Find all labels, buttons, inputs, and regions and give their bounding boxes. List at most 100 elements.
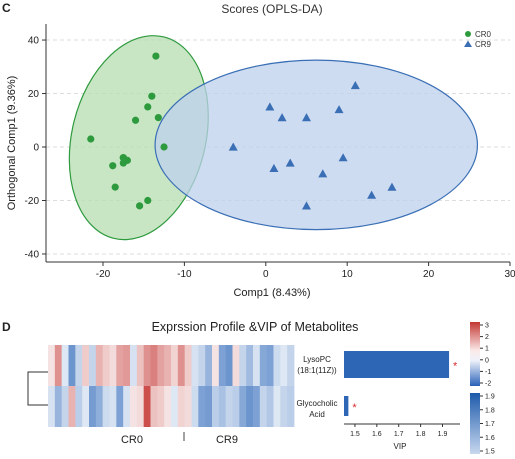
y-tick-label-3: 20 <box>28 89 40 100</box>
heatmap-cell-r1-c20 <box>184 386 192 427</box>
x-tick-label-2: 0 <box>263 269 269 280</box>
point-cr9-10 <box>367 190 377 199</box>
vip-tick-label-4: 1.9 <box>438 431 448 438</box>
heatmap-cell-r0-c2 <box>61 345 69 386</box>
heatmap-cell-r1-c6 <box>89 386 97 427</box>
heatmap-cell-r1-c5 <box>82 386 90 427</box>
scatter-x-ticks: -20 -10 0 10 20 30 <box>96 262 515 280</box>
heatmap-cell-r0-c16 <box>157 345 165 386</box>
heatmap-cell-r0-c0 <box>48 345 56 386</box>
expression-colorbar-tick-label-2: 1 <box>485 346 489 353</box>
point-cr0-5 <box>160 143 168 151</box>
heatmap-cell-r0-c18 <box>171 345 179 386</box>
vip-colorbar-tick-label-1: 1.8 <box>485 407 495 414</box>
heatmap-cell-r1-c13 <box>136 386 145 427</box>
heatmap-cell-r0-c32 <box>266 345 274 386</box>
vip-colorbar-tick-label-2: 1.7 <box>485 421 495 428</box>
heatmap-cell-r1-c35 <box>287 386 295 427</box>
heatmap-cell-r0-c19 <box>177 345 186 386</box>
legend-cr9-marker <box>464 40 472 47</box>
heatmap-cell-r0-c27 <box>232 345 240 386</box>
scatter-title: Scores (OPLS-DA) <box>221 2 322 16</box>
heatmap-cell-r0-c21 <box>191 345 199 386</box>
scatter-legend: CR0 CR9 <box>464 30 492 49</box>
heatmap-cell-r0-c12 <box>130 345 138 386</box>
scatter-y-ticks: -40 -20 0 20 40 <box>25 36 46 260</box>
heatmap-cell-r1-c26 <box>225 386 233 427</box>
heatmap-cell-r1-c2 <box>61 386 69 427</box>
panel-label-d: D <box>2 320 11 334</box>
heatmap-cell-r1-c14 <box>143 386 151 427</box>
group-label-cr0: CR0 <box>121 434 143 446</box>
point-cr0-10 <box>109 162 117 170</box>
heatmap-cell-r0-c14 <box>143 345 151 386</box>
heatmap-cell-r0-c29 <box>246 345 254 386</box>
row-label-glycocholic: Glycocholic Acid <box>297 399 338 419</box>
legend-cr0-label: CR0 <box>475 30 492 39</box>
x-tick-label-1: -10 <box>177 269 192 280</box>
point-cr9-2 <box>277 113 287 122</box>
expression-colorbar-gradient <box>470 322 480 386</box>
point-cr0-1 <box>148 92 156 100</box>
confidence-ellipse-cr9 <box>154 59 479 231</box>
heatmap <box>48 345 295 427</box>
vip-bar-0 <box>344 351 450 378</box>
panel-label-c: C <box>2 1 11 15</box>
point-cr0-2 <box>154 113 162 122</box>
heatmap-cell-r0-c4 <box>75 345 83 386</box>
vip-tick-label-1: 1.6 <box>372 431 382 438</box>
point-cr9-4 <box>334 105 344 114</box>
heatmap-cell-r1-c16 <box>157 386 165 427</box>
point-cr9-7 <box>269 163 279 173</box>
x-tick-label-3: 10 <box>342 269 354 280</box>
row-label-glycocholic-line1: Glycocholic <box>297 399 338 408</box>
heatmap-cell-r1-c22 <box>198 386 206 427</box>
point-cr9-0 <box>350 81 360 90</box>
point-cr0-0 <box>152 52 160 60</box>
legend-cr9-label: CR9 <box>475 40 492 49</box>
legend-cr0-marker <box>465 31 471 37</box>
heatmap-cell-r1-c23 <box>205 386 213 427</box>
heatmap-cell-r1-c34 <box>280 386 288 427</box>
scatter-y-axis-label: Orthogonal Comp1 (9.36%) <box>6 76 18 211</box>
heatmap-cell-r1-c24 <box>212 386 220 427</box>
point-cr9-6 <box>338 153 348 162</box>
heatmap-cell-r0-c23 <box>205 345 213 386</box>
group-label-cr9: CR9 <box>216 434 238 446</box>
heatmap-cell-r0-c3 <box>68 345 76 386</box>
heatmap-cell-r1-c8 <box>102 386 110 427</box>
scatter-axes <box>45 24 510 263</box>
heatmap-cell-r1-c28 <box>239 386 247 427</box>
heatmap-cell-r0-c13 <box>136 345 145 386</box>
heatmap-cell-r0-c15 <box>150 345 158 386</box>
heatmap-cell-r0-c1 <box>54 345 63 386</box>
point-cr0-12 <box>111 183 119 191</box>
heatmap-cell-r1-c7 <box>95 386 104 427</box>
point-cr9-1 <box>265 102 275 111</box>
heatmap-cell-r1-c12 <box>130 386 138 427</box>
heatmap-cell-r0-c25 <box>218 345 227 386</box>
heatmap-cell-r1-c19 <box>177 386 186 427</box>
row-label-lysopc-line1: LysoPC <box>303 355 331 364</box>
point-cr0-14 <box>144 196 152 205</box>
heatmap-cell-r1-c31 <box>259 386 268 427</box>
y-tick-label-4: 40 <box>28 36 40 47</box>
heatmap-cell-r1-c3 <box>68 386 76 427</box>
heatmap-cell-r1-c10 <box>116 386 124 427</box>
heatmap-cell-r1-c29 <box>246 386 254 427</box>
heatmap-cell-r0-c20 <box>184 345 192 386</box>
vip-tick-label-0: 1.5 <box>350 431 360 438</box>
point-cr9-5 <box>228 142 238 151</box>
heatmap-cell-r0-c33 <box>273 345 281 386</box>
vip-colorbar-tick-label-0: 1.9 <box>485 394 495 401</box>
heatmap-cell-r0-c5 <box>82 345 90 386</box>
point-cr9-8 <box>285 158 295 167</box>
point-cr0-6 <box>87 135 95 143</box>
vip-colorbar-gradient <box>470 393 480 454</box>
point-cr0-11 <box>119 154 127 162</box>
vip-tick-label-3: 1.8 <box>416 431 426 438</box>
x-tick-label-4: 20 <box>423 269 435 280</box>
heatmap-cell-r0-c6 <box>89 345 97 386</box>
vip-significance-0: * <box>453 361 458 373</box>
heatmap-cell-r0-c35 <box>287 345 295 386</box>
